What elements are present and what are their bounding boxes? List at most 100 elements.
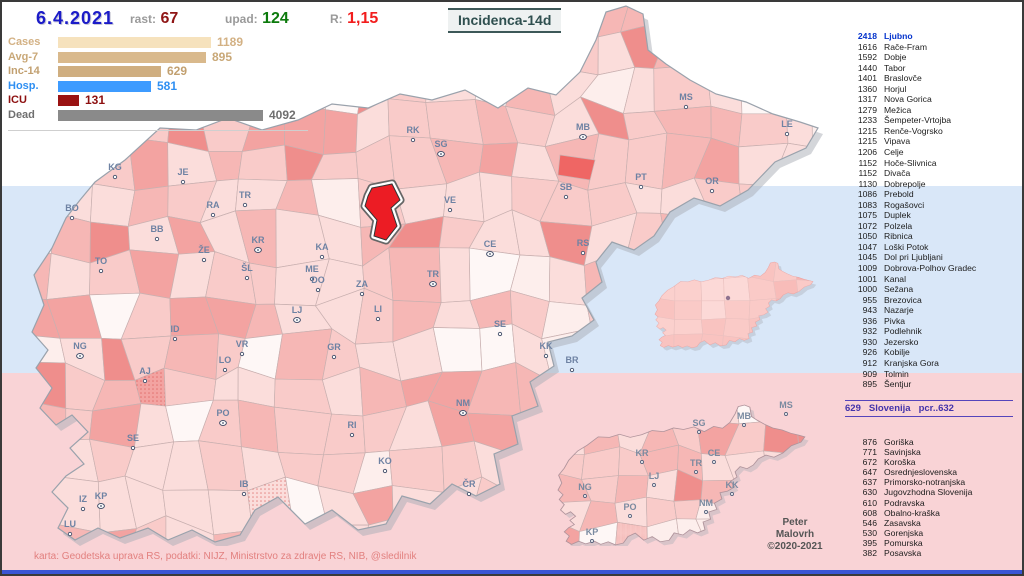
map-label-kk: KK — [540, 341, 553, 351]
ranking-row: 1075 Duplek — [857, 210, 911, 221]
region-row: 395 Pomurska — [862, 537, 923, 548]
upad-value: 124 — [262, 10, 289, 27]
ranking-row: 1045 Dol pri Ljubljani — [857, 252, 943, 263]
map-label-sg: SG — [434, 139, 447, 149]
map-label-gr: GR — [327, 342, 341, 352]
region-ranking-list: 876 Goriška 771 Savinjska 672 Koroška 647 Osred… — [845, 437, 1021, 558]
ranking-row: 1009 Dobrova-Polhov Gradec — [857, 263, 977, 274]
region-row: 608 Obalno-kraška — [862, 507, 940, 518]
ranking-row: 1050 Ribnica — [857, 231, 913, 242]
region-row: 382 Posavska — [862, 548, 922, 559]
ranking-row: 2418 Ljubno — [857, 31, 913, 41]
map-label-mb: MB — [576, 122, 590, 132]
inset-label-mb: MB — [737, 411, 751, 421]
ranking-row: 1130 Dobrepolje — [858, 178, 926, 189]
ranking-row: 955 Brezovica — [862, 294, 922, 305]
map-label-do: DO — [311, 275, 325, 285]
map-label-aj: AJ — [139, 366, 151, 376]
map-label-šl: ŠL — [241, 262, 253, 273]
map-label-lo: LO — [219, 355, 232, 365]
region-row: 610 Podravska — [862, 497, 925, 508]
ranking-row: 1215 Vipava — [857, 136, 911, 147]
region-row: 530 Gorenjska — [862, 527, 924, 538]
inset-label-kk: KK — [726, 480, 739, 490]
upad-label: upad: — [225, 12, 258, 26]
slovenia-name: Slovenija — [868, 403, 911, 414]
region-row: 672 Koroška — [862, 457, 916, 468]
region-row: 647 Osrednjeslovenska — [862, 467, 958, 478]
map-label-lu: LU — [64, 519, 76, 529]
ranking-row: 1317 Nova Gorica — [857, 94, 932, 105]
ranking-row: 932 Podlehnik — [862, 326, 922, 337]
map-label-id: ID — [171, 324, 181, 334]
map-label-ve: VE — [444, 195, 456, 205]
map-label-čr: ČR — [463, 478, 476, 489]
inset-label-ng: NG — [578, 482, 592, 492]
map-label-je: JE — [177, 167, 188, 177]
inset-label-ms: MS — [779, 400, 793, 410]
map-label-vr: VR — [236, 339, 249, 349]
map-label-ng: NG — [73, 341, 87, 351]
map-label-kr: KR — [252, 235, 265, 245]
ranking-row: 912 Kranjska Gora — [862, 357, 939, 368]
r-value: 1,15 — [347, 10, 379, 27]
author-credit: Peter Malovrh ©2020-2021 — [752, 517, 838, 553]
region-row: 876 Goriška — [862, 437, 914, 447]
ranking-row: 936 Pivka — [862, 315, 906, 326]
rast-label: rast: — [130, 12, 157, 26]
map-label-kg: KG — [108, 162, 122, 172]
region-row: 630 Jugovzhodna Slovenija — [862, 487, 973, 498]
stat-bar-row: ICU 131 — [8, 93, 106, 108]
inset-label-tr: TR — [690, 458, 702, 468]
map-label-za: ZA — [356, 279, 368, 289]
ranking-row: 1086 Prebold — [857, 189, 914, 200]
map-label-ko: KO — [378, 456, 392, 466]
map-label-bo: BO — [65, 203, 79, 213]
map-label-me: ME — [305, 264, 319, 274]
ranking-row: 926 Kobilje — [862, 347, 910, 358]
map-label-ka: KA — [316, 242, 329, 252]
ranking-row: 1083 Rogašovci — [857, 199, 925, 210]
credit-line1: Peter — [782, 517, 808, 528]
ranking-row: 1616 Rače-Fram — [857, 41, 927, 52]
map-label-or: OR — [705, 176, 719, 186]
ranking-row: 1072 Polzela — [857, 220, 913, 231]
map-label-lj: LJ — [292, 305, 303, 315]
map-label-br: BR — [566, 355, 579, 365]
highlighted-municipality-ljubno — [364, 183, 401, 241]
inset-label-sg: SG — [692, 418, 705, 428]
slovenia-value: 629 — [845, 403, 861, 414]
map-label-ib: IB — [240, 479, 250, 489]
ranking-row: 1360 Horjul — [857, 83, 907, 94]
ranking-row: 1152 Hoče-Slivnica — [858, 157, 937, 168]
ranking-row: 1401 Braslovče — [857, 73, 922, 84]
ranking-row: 1047 Loški Potok — [857, 241, 929, 252]
ranking-row: 1440 Tabor — [857, 62, 906, 73]
map-label-ra: RA — [207, 200, 220, 210]
map-label-bb: BB — [151, 224, 164, 234]
inset-label-ce: CE — [708, 448, 721, 458]
inset-label-kr: KR — [636, 448, 649, 458]
r-stat: R: 1,15 — [330, 10, 378, 28]
attribution-text: karta: Geodetska uprava RS, podatki: NIJ… — [34, 551, 417, 562]
inset-label-nm: NM — [699, 498, 713, 508]
region-row: 637 Primorsko-notranjska — [862, 477, 966, 488]
slovenia-summary-row: 629 Slovenija pcr..632 — [845, 400, 1013, 417]
stat-bar-row: Cases 1189 — [8, 35, 244, 49]
ranking-row: 1233 Šempeter-Vrtojba — [857, 115, 952, 126]
page-title: Incidenca-14d — [448, 8, 562, 33]
ranking-row: 1215 Renče-Vogrsko — [857, 125, 943, 136]
map-label-to: TO — [95, 256, 107, 266]
map-label-ce: CE — [484, 239, 497, 249]
map-label-pt: PT — [635, 172, 647, 182]
ranking-row: 1206 Celje — [857, 147, 904, 158]
ranking-row: 895 Šentjur — [862, 379, 912, 390]
stat-bar-row: Hosp. 581 — [8, 78, 178, 93]
region-row: 771 Savinjska — [862, 447, 921, 458]
ranking-row: 930 Jezersko — [862, 336, 919, 347]
map-label-kp: KP — [95, 491, 108, 501]
map-label-tr: TR — [427, 269, 439, 279]
map-label-iz: IZ — [79, 494, 88, 504]
map-label-le: LE — [781, 119, 793, 129]
